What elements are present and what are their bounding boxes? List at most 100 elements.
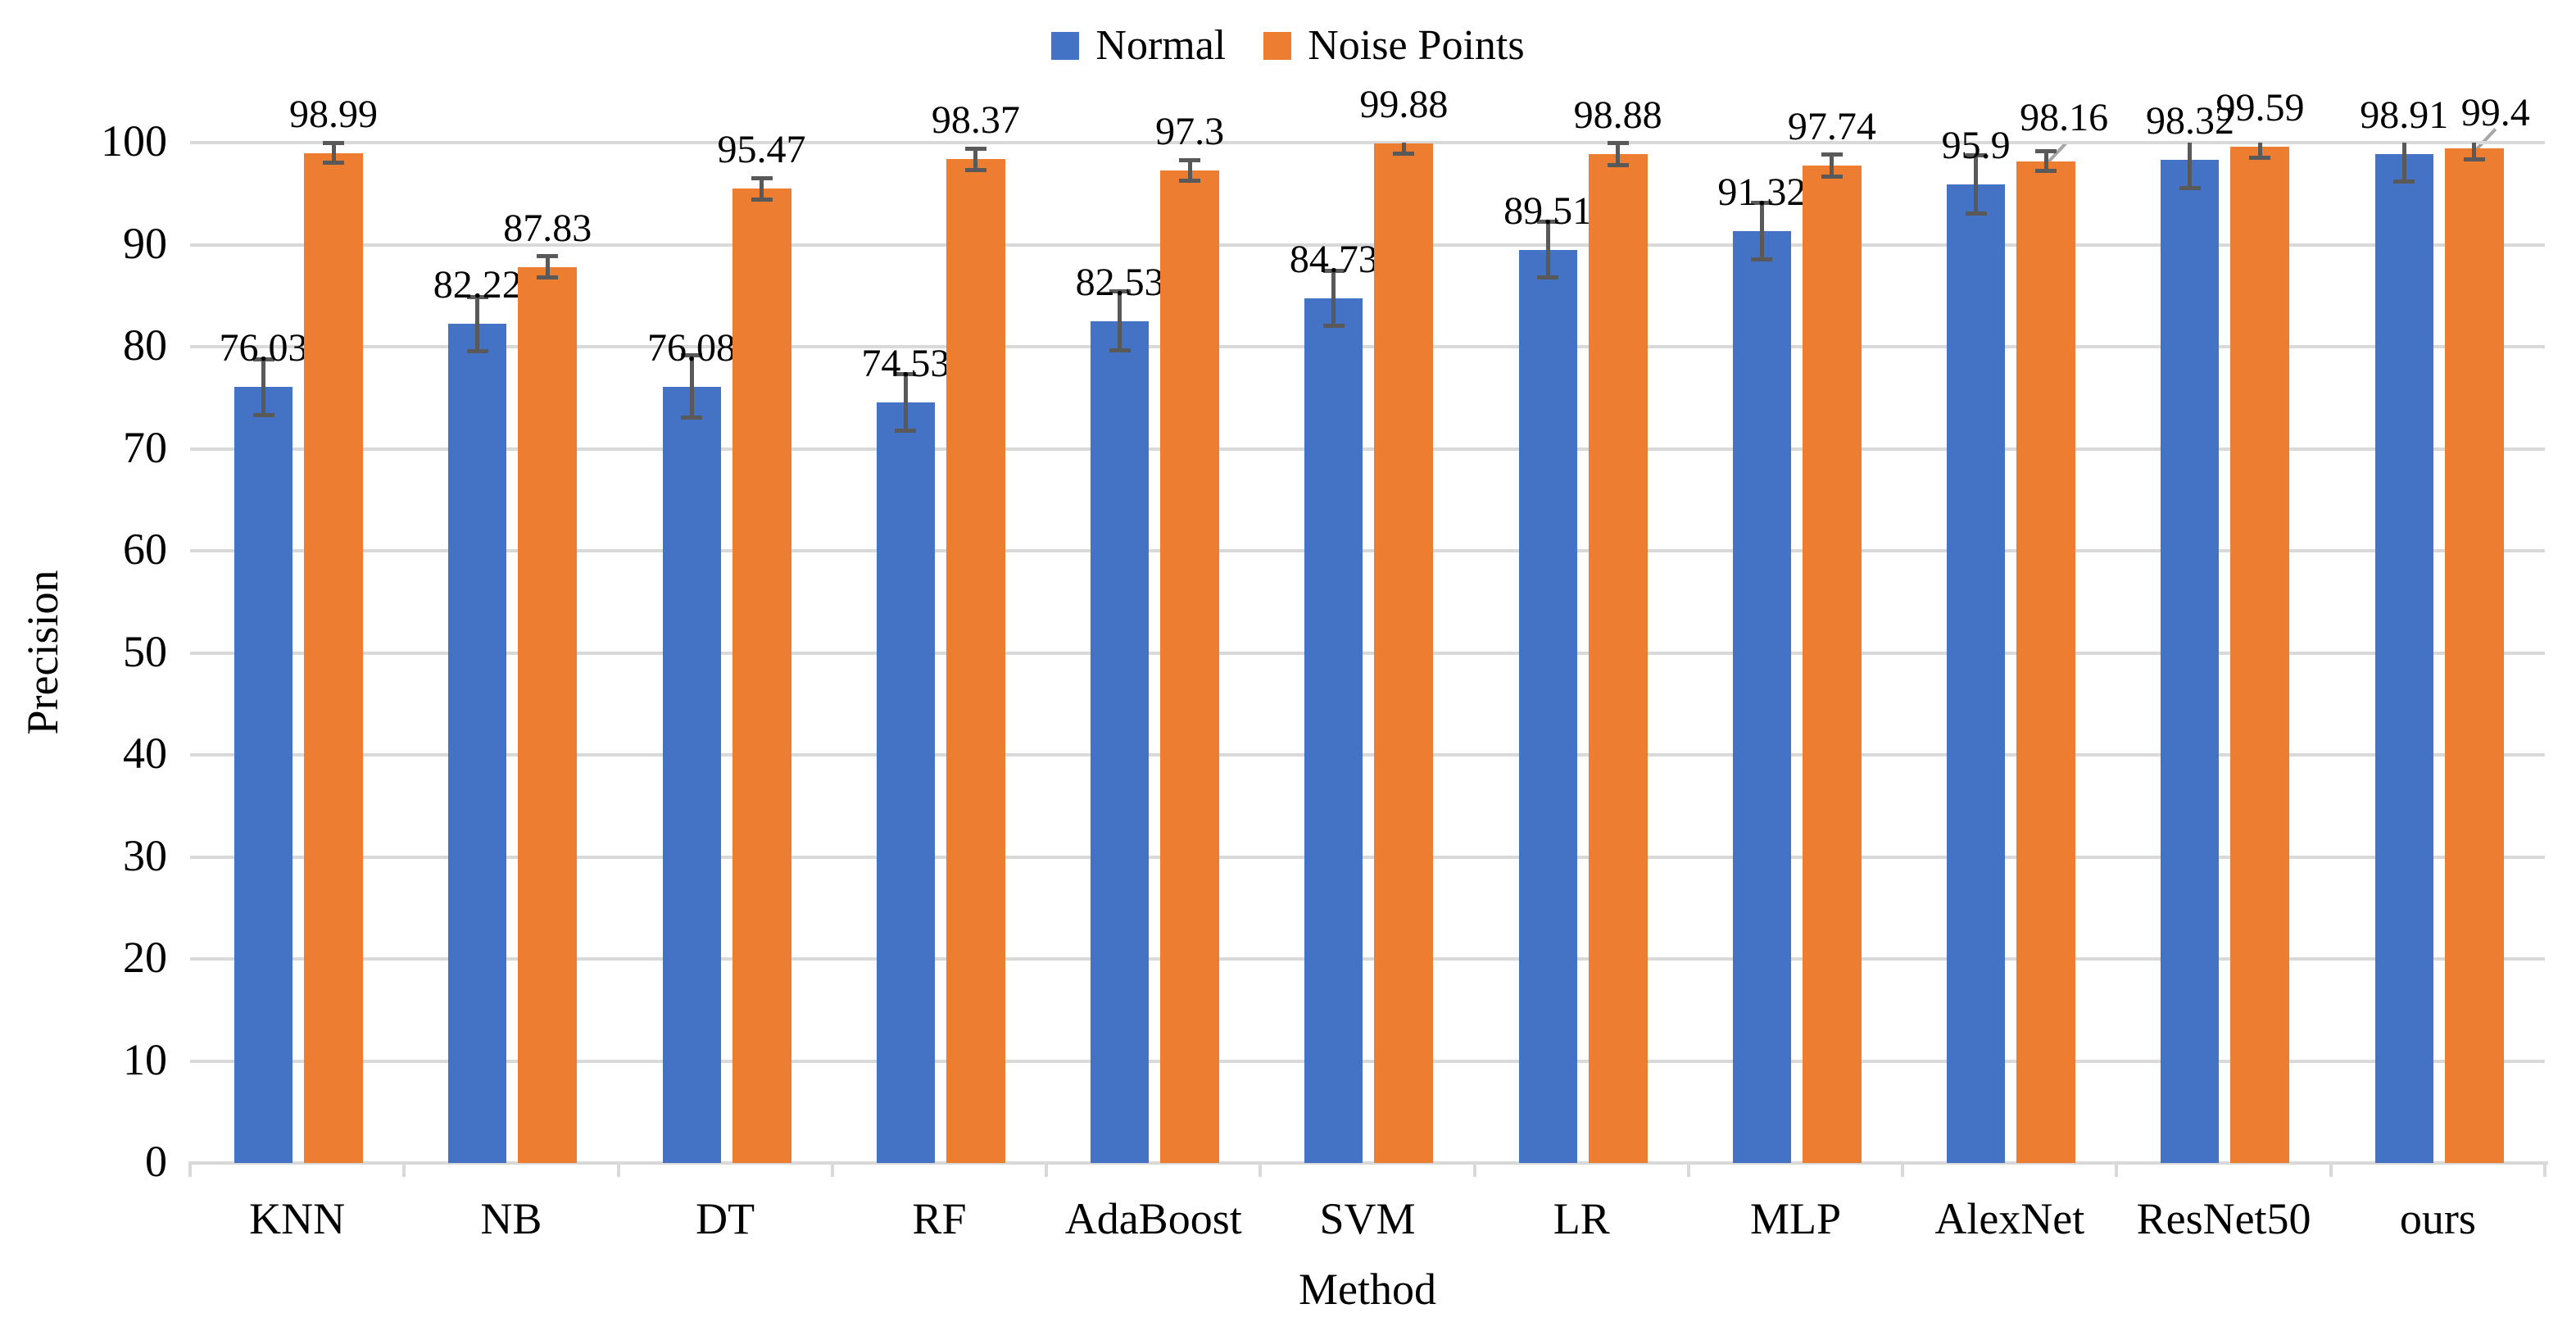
- y-tick-label: 20: [123, 933, 167, 982]
- legend-marker: [1051, 32, 1080, 60]
- data-label: 97.3: [1155, 109, 1225, 153]
- gridline: [190, 243, 2545, 247]
- error-bar-cap: [1607, 162, 1629, 167]
- error-bar: [1187, 159, 1192, 181]
- x-axis-tick: [1901, 1161, 1905, 1177]
- error-bar: [1118, 291, 1122, 351]
- category-label: AlexNet: [1934, 1194, 2085, 1243]
- data-label: 87.83: [503, 206, 592, 250]
- gridline: [190, 651, 2545, 655]
- category-label: ours: [2399, 1194, 2476, 1243]
- x-axis-tick: [2543, 1161, 2547, 1177]
- error-bar-cap: [537, 253, 559, 258]
- category-label: RF: [912, 1194, 967, 1243]
- data-label: 89.51: [1503, 189, 1593, 233]
- bar-noise: [2444, 148, 2504, 1163]
- bar-normal: [1518, 249, 1577, 1163]
- y-tick-label: 90: [123, 218, 167, 268]
- bar-normal: [2374, 153, 2433, 1163]
- bar-normal: [1732, 231, 1791, 1163]
- error-bar-cap: [1537, 219, 1559, 224]
- y-tick-label: 80: [123, 320, 167, 370]
- data-label: 99.88: [1359, 83, 1449, 127]
- bar-normal: [234, 387, 293, 1163]
- error-bar-cap: [751, 198, 773, 202]
- data-label: 95.47: [717, 128, 806, 172]
- category-label: NB: [480, 1194, 542, 1243]
- y-tick-label: 10: [123, 1034, 167, 1084]
- error-bar: [2043, 151, 2048, 172]
- gridline: [190, 345, 2545, 348]
- error-bar: [2401, 143, 2406, 183]
- error-bar: [1759, 202, 1764, 260]
- legend-item: Noise Points: [1263, 22, 1525, 69]
- error-bar-cap: [252, 357, 274, 361]
- data-label: 98.91: [2360, 93, 2449, 137]
- data-label: 98.88: [1573, 93, 1662, 137]
- data-label: 98.99: [289, 92, 378, 136]
- error-bar-cap: [681, 353, 703, 358]
- bar-noise: [732, 189, 791, 1163]
- bar-noise: [1160, 170, 1220, 1163]
- bar-noise: [946, 159, 1005, 1163]
- bar-noise: [304, 152, 363, 1163]
- x-axis-tick: [2115, 1161, 2119, 1177]
- legend-label: Normal: [1095, 22, 1227, 69]
- data-label: 74.53: [861, 342, 950, 386]
- category-label: DT: [696, 1194, 755, 1243]
- x-axis-tick: [402, 1161, 406, 1177]
- data-label: 84.73: [1289, 238, 1378, 282]
- error-bar: [1830, 154, 1834, 177]
- error-bar: [545, 255, 550, 279]
- error-bar: [475, 296, 480, 352]
- x-axis-title: Method: [1299, 1265, 1436, 1314]
- gridline: [190, 549, 2545, 552]
- gridline: [190, 447, 2545, 451]
- error-bar-cap: [252, 413, 274, 418]
- error-bar: [2472, 143, 2477, 161]
- error-bar-cap: [1322, 269, 1345, 274]
- bar-normal: [662, 386, 721, 1163]
- error-bar-cap: [1393, 151, 1415, 156]
- error-bar-cap: [466, 294, 488, 299]
- x-axis-line: [190, 1161, 2548, 1165]
- y-tick-label: 70: [123, 422, 167, 472]
- legend-item: Normal: [1051, 23, 1226, 69]
- data-label: 98.32: [2145, 98, 2234, 143]
- bar-noise: [2016, 161, 2076, 1163]
- error-bar-cap: [1537, 275, 1559, 280]
- gridline: [190, 957, 2545, 961]
- data-label: 76.03: [219, 326, 308, 370]
- y-tick-label: 100: [101, 116, 167, 166]
- error-bar-cap: [1751, 201, 1773, 206]
- error-bar: [973, 148, 978, 170]
- x-axis-tick: [1472, 1161, 1476, 1177]
- error-bar-cap: [895, 372, 917, 377]
- bar-noise: [518, 266, 578, 1163]
- error-bar-cap: [2393, 179, 2415, 184]
- data-label: 99.4: [2460, 91, 2530, 135]
- error-bar-cap: [537, 275, 559, 280]
- error-bar-cap: [323, 141, 344, 146]
- data-label: 76.08: [647, 325, 737, 370]
- bar-normal: [1304, 298, 1363, 1163]
- legend: Normal Noise Points: [0, 23, 2576, 69]
- category-label: MLP: [1750, 1194, 1842, 1243]
- y-tick-label: 40: [123, 729, 167, 778]
- error-bar-cap: [466, 348, 488, 353]
- error-bar-cap: [1751, 257, 1773, 261]
- legend-marker: [1263, 32, 1292, 60]
- legend-label: Noise Points: [1308, 22, 1525, 69]
- gridline: [190, 141, 2545, 144]
- data-label: 99.59: [2215, 86, 2305, 130]
- y-tick-label: 50: [123, 626, 167, 676]
- error-bar-cap: [964, 167, 986, 172]
- error-bar-cap: [2035, 149, 2057, 154]
- error-bar-cap: [1322, 323, 1345, 328]
- gridline: [190, 855, 2545, 859]
- x-axis-tick: [830, 1161, 834, 1177]
- error-bar-cap: [1965, 211, 1987, 216]
- error-bar-cap: [2179, 185, 2201, 190]
- category-label: ResNet50: [2136, 1194, 2311, 1243]
